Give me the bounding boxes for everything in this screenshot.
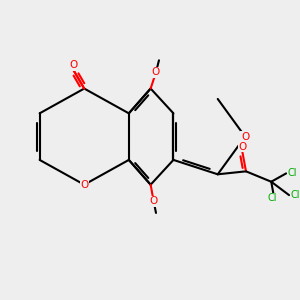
Text: O: O bbox=[152, 67, 160, 77]
Text: Cl: Cl bbox=[267, 193, 277, 203]
Text: Cl: Cl bbox=[291, 190, 300, 200]
Text: O: O bbox=[149, 196, 158, 206]
Text: O: O bbox=[238, 142, 247, 152]
Text: O: O bbox=[80, 180, 88, 190]
Text: O: O bbox=[70, 60, 78, 70]
Text: O: O bbox=[241, 132, 249, 142]
Text: Cl: Cl bbox=[288, 168, 297, 178]
